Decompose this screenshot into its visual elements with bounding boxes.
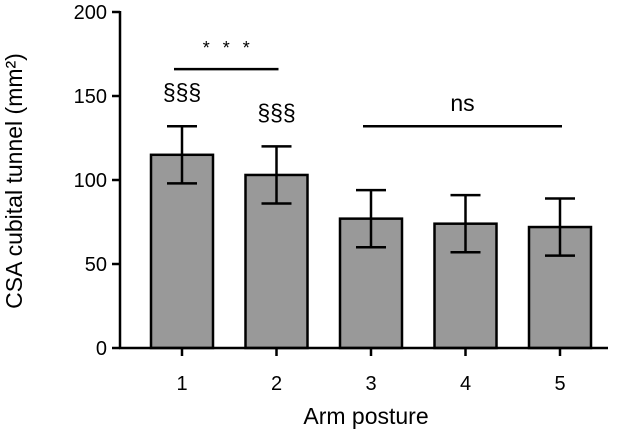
significance-mark-1: §§§ xyxy=(163,79,201,105)
x-tick-label-2: 2 xyxy=(271,373,282,395)
axes-group: 0 50 100 150 200 1 2 3 4 5 xyxy=(74,2,608,395)
y-tick-label-0: 0 xyxy=(96,338,107,360)
y-tick-label-150: 150 xyxy=(74,86,107,108)
y-tick-label-100: 100 xyxy=(74,170,107,192)
x-axis-title: Arm posture xyxy=(303,403,428,429)
x-tick-label-4: 4 xyxy=(460,373,471,395)
y-tick-label-50: 50 xyxy=(85,254,107,276)
bracket-label-2: ns xyxy=(450,90,474,116)
significance-mark-2: §§§ xyxy=(257,99,295,125)
x-tick-label-5: 5 xyxy=(554,373,565,395)
bracket-label-1: * * * xyxy=(203,38,254,58)
bars-group xyxy=(149,153,593,350)
x-tick-label-3: 3 xyxy=(365,373,376,395)
x-tick-label-1: 1 xyxy=(176,373,187,395)
bar-1 xyxy=(149,153,215,350)
y-axis-title: CSA cubital tunnel (mm²) xyxy=(1,53,27,309)
error-bars-group xyxy=(167,124,575,257)
annotations-group: §§§ §§§ * * * ns xyxy=(163,38,562,128)
bar-4 xyxy=(433,222,498,350)
y-tick-label-200: 200 xyxy=(74,2,107,24)
